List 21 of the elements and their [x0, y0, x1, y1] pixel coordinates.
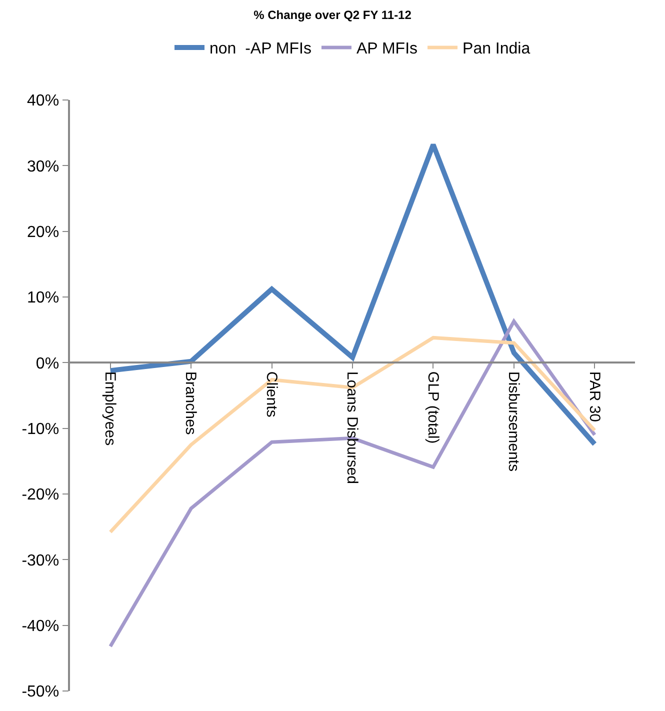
chart-title: % Change over Q2 FY 11-12 — [254, 8, 412, 22]
y-tick-label: 30% — [27, 158, 60, 176]
y-tick-label: -20% — [22, 486, 60, 504]
y-tick-label: 40% — [27, 92, 60, 110]
x-tick-label: Loans Disbursed — [344, 371, 361, 484]
y-tick-label: -50% — [22, 684, 60, 701]
y-tick-label: 10% — [27, 290, 60, 307]
y-tick-label: 20% — [27, 224, 60, 241]
x-tick-label: Employees — [101, 371, 118, 446]
x-tick-label: Clients — [262, 371, 280, 418]
y-tick-label: -30% — [22, 552, 60, 570]
y-tick-label: 0% — [36, 355, 60, 372]
x-tick-label: GLP (total) — [424, 371, 442, 444]
legend-label: Pan India — [462, 40, 530, 58]
x-tick-label: Branches — [182, 371, 200, 435]
legend-label: non -AP MFIs — [210, 40, 312, 58]
x-tick-label: Disbursements — [505, 371, 522, 472]
y-tick-label: -10% — [22, 420, 60, 438]
x-tick-label: PAR 30 — [586, 371, 603, 422]
legend-label: AP MFIs — [356, 40, 418, 58]
y-tick-label: -40% — [22, 618, 60, 635]
